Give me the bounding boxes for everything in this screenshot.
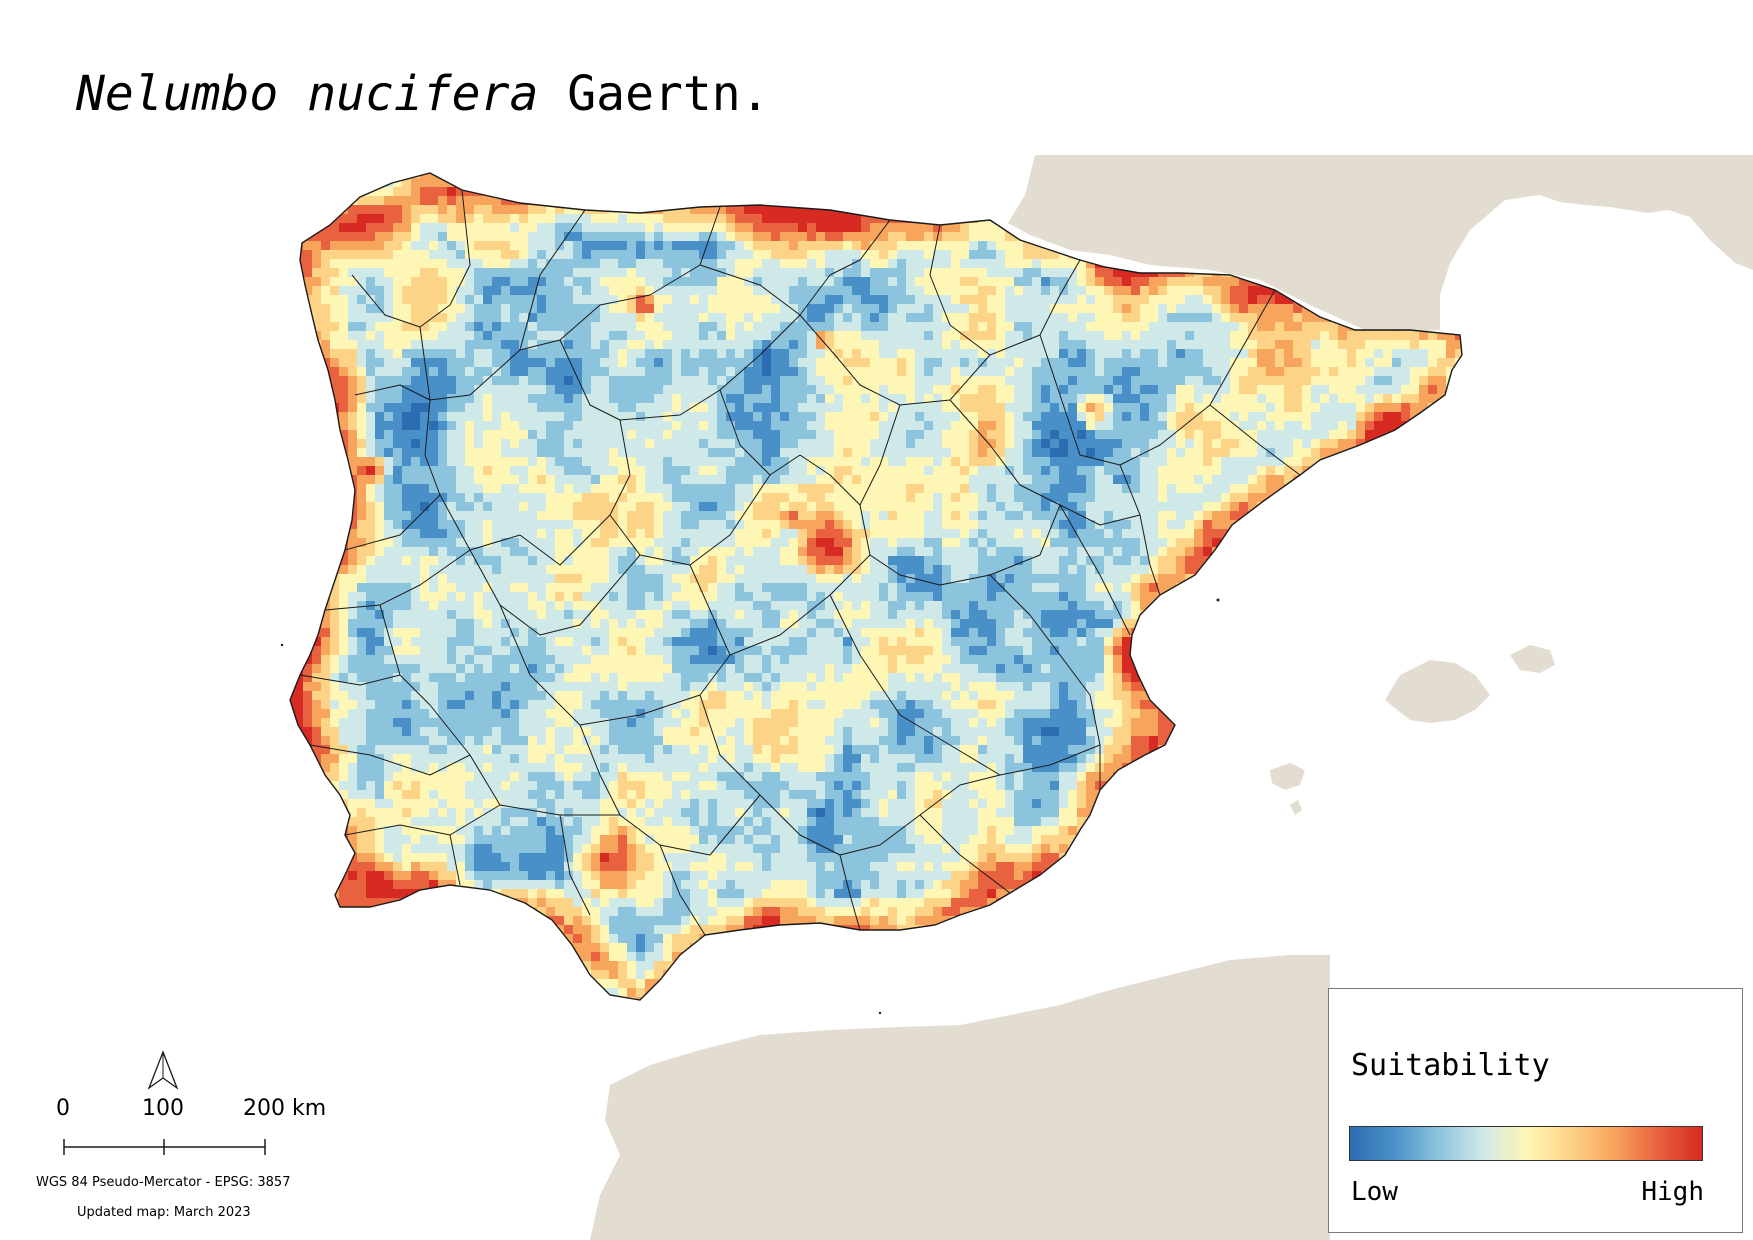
map-svg — [280, 155, 1753, 1240]
scale-label-200: 200 km — [243, 1096, 327, 1121]
legend-color-ramp — [1349, 1126, 1703, 1161]
title-author: Gaertn. — [567, 66, 770, 122]
small-islands — [280, 598, 1220, 1015]
legend-low-label: Low — [1351, 1177, 1398, 1207]
title-species: Nelumbo nucifera — [76, 66, 539, 122]
scale-label-0: 0 — [56, 1096, 70, 1121]
legend-high-label: High — [1641, 1177, 1704, 1207]
updated-note: Updated map: March 2023 — [77, 1205, 251, 1220]
iberia-coastline — [289, 172, 1463, 1001]
province-boundaries — [299, 189, 1301, 936]
legend-box: Suitability Low High — [1328, 988, 1743, 1233]
legend-title: Suitability — [1351, 1048, 1550, 1083]
scale-bar — [63, 1139, 266, 1155]
map-canvas — [0, 155, 1753, 1240]
north-arrow-icon — [147, 1050, 179, 1090]
scale-label-100: 100 — [142, 1096, 184, 1121]
crs-note: WGS 84 Pseudo-Mercator - EPSG: 3857 — [36, 1175, 291, 1190]
surrounding-land — [590, 155, 1753, 1240]
map-title: Nelumbo nucifera Gaertn. — [76, 70, 770, 118]
